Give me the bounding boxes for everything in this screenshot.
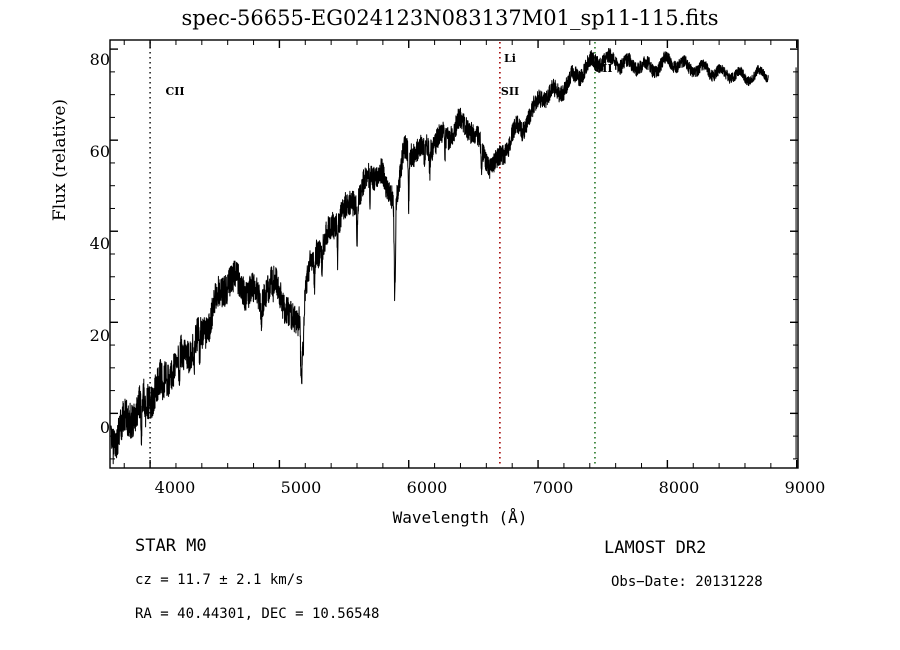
footer-cz: cz = 11.7 ± 2.1 km/s xyxy=(135,572,304,588)
y-tick-0: 0 xyxy=(99,418,110,437)
y-tick-80: 80 xyxy=(89,50,110,69)
x-tick-6000: 6000 xyxy=(406,478,448,497)
y-tick-40: 40 xyxy=(89,234,110,253)
footer-star-type: STAR M0 xyxy=(135,536,207,556)
x-axis-label: Wavelength (Å) xyxy=(392,508,528,527)
footer-obsdate: Obs−Date: 20131228 xyxy=(611,574,763,590)
x-tick-4000: 4000 xyxy=(154,478,196,497)
x-tick-9000: 9000 xyxy=(784,478,826,497)
annotation-sii-6705: SII xyxy=(500,85,520,98)
x-tick-8000: 8000 xyxy=(658,478,700,497)
x-tick-5000: 5000 xyxy=(280,478,322,497)
y-tick-20: 20 xyxy=(89,326,110,345)
x-tick-7000: 7000 xyxy=(532,478,574,497)
footer-survey: LAMOST DR2 xyxy=(604,538,707,558)
annotation-li-6705: Li xyxy=(504,52,516,65)
annotation-cii-4000: CII xyxy=(165,85,185,98)
page-title: spec-56655-EG024123N083137M01_sp11-115.f… xyxy=(181,6,719,30)
y-tick-60: 60 xyxy=(89,142,110,161)
footer-radec: RA = 40.44301, DEC = 10.56548 xyxy=(135,606,380,622)
